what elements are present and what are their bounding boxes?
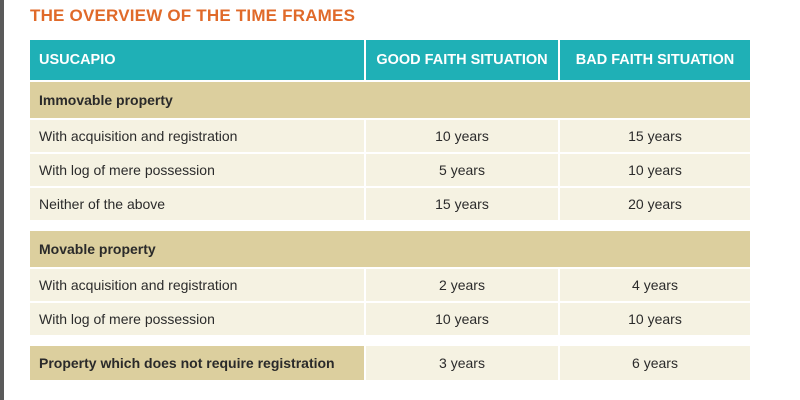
bad-faith-value: 15 years bbox=[560, 120, 750, 152]
table-row: With log of mere possession 5 years 10 y… bbox=[30, 154, 750, 186]
bad-faith-value: 10 years bbox=[560, 303, 750, 335]
section-label: Movable property bbox=[30, 231, 750, 267]
left-border bbox=[0, 0, 4, 400]
bad-faith-value: 6 years bbox=[560, 346, 750, 380]
table-row: Neither of the above 15 years 20 years bbox=[30, 188, 750, 220]
good-faith-value: 5 years bbox=[366, 154, 558, 186]
section-immovable: Immovable property bbox=[30, 82, 750, 118]
row-label: Neither of the above bbox=[30, 188, 364, 220]
row-label: With log of mere possession bbox=[30, 154, 364, 186]
bad-faith-value: 20 years bbox=[560, 188, 750, 220]
header-bad-faith: BAD FAITH SITUATION bbox=[560, 40, 750, 80]
table-header: USUCAPIO GOOD FAITH SITUATION BAD FAITH … bbox=[30, 40, 750, 80]
good-faith-value: 10 years bbox=[366, 303, 558, 335]
bad-faith-value: 4 years bbox=[560, 269, 750, 301]
section-label: Immovable property bbox=[30, 82, 750, 118]
row-label: With log of mere possession bbox=[30, 303, 364, 335]
table-row: With log of mere possession 10 years 10 … bbox=[30, 303, 750, 335]
summary-row: Property which does not require registra… bbox=[30, 346, 750, 380]
good-faith-value: 10 years bbox=[366, 120, 558, 152]
good-faith-value: 15 years bbox=[366, 188, 558, 220]
page-title: THE OVERVIEW OF THE TIME FRAMES bbox=[30, 6, 356, 25]
time-frames-table: USUCAPIO GOOD FAITH SITUATION BAD FAITH … bbox=[30, 40, 750, 380]
good-faith-value: 2 years bbox=[366, 269, 558, 301]
row-label: With acquisition and registration bbox=[30, 120, 364, 152]
summary-label: Property which does not require registra… bbox=[30, 346, 364, 380]
section-movable: Movable property bbox=[30, 231, 750, 267]
header-good-faith: GOOD FAITH SITUATION bbox=[366, 40, 558, 80]
table-row: With acquisition and registration 2 year… bbox=[30, 269, 750, 301]
header-usucapio: USUCAPIO bbox=[30, 40, 364, 80]
good-faith-value: 3 years bbox=[366, 346, 558, 380]
bad-faith-value: 10 years bbox=[560, 154, 750, 186]
table-row: With acquisition and registration 10 yea… bbox=[30, 120, 750, 152]
row-label: With acquisition and registration bbox=[30, 269, 364, 301]
